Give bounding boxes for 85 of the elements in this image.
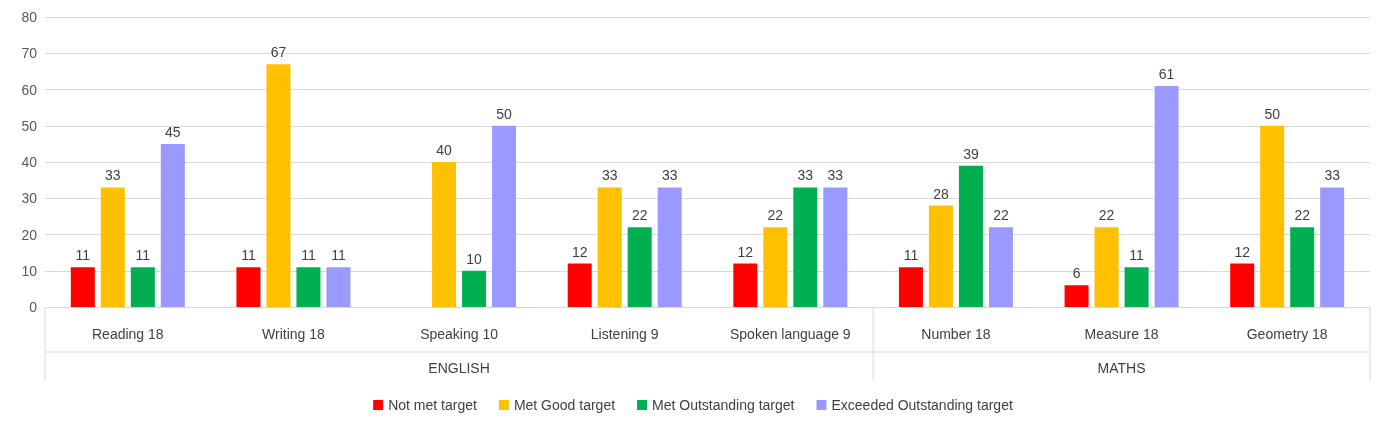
bar [657, 187, 682, 307]
bar [1290, 227, 1315, 307]
data-label: 6 [1072, 265, 1081, 282]
data-label: 28 [933, 185, 949, 202]
bar [793, 187, 818, 307]
bar [1124, 267, 1149, 307]
text: ENGLISH [428, 360, 490, 376]
bar [326, 267, 351, 307]
data-label: 22 [631, 207, 648, 224]
y-tick-label: 0 [29, 299, 38, 315]
y-tick-label: 50 [21, 117, 38, 134]
data-label: 33 [661, 167, 678, 184]
data-label: 22 [993, 207, 1009, 224]
text: MATHS [1097, 360, 1146, 376]
y-tick-label: 30 [21, 190, 38, 207]
x-tick-label: Listening 9 [590, 326, 659, 342]
bar [1064, 285, 1089, 307]
data-label: 33 [601, 167, 618, 184]
data-label: 33 [827, 167, 844, 184]
y-tick-label: 10 [21, 262, 38, 279]
bar [70, 267, 95, 307]
data-label: 11 [903, 247, 919, 264]
data-label: 11 [135, 247, 151, 264]
y-tick-label: 60 [21, 81, 38, 98]
bar [928, 205, 953, 307]
data-label: 11 [241, 247, 256, 264]
legend-label: Exceeded Outstanding target [831, 397, 1013, 413]
data-label: 33 [105, 167, 121, 184]
data-label: 22 [767, 207, 784, 224]
data-label: 33 [1324, 167, 1341, 184]
y-tick-label: 70 [21, 45, 38, 62]
data-label: 11 [331, 247, 346, 264]
data-label: 40 [436, 142, 453, 158]
data-label: 39 [963, 145, 979, 162]
bar [492, 125, 517, 307]
y-tick-label: 80 [21, 9, 38, 25]
x-tick-label: Writing 18 [262, 326, 326, 342]
legend-label: Met Outstanding target [652, 397, 795, 413]
x-tick-label: Geometry 18 [1246, 326, 1328, 342]
x-tick-label: Measure 18 [1084, 326, 1159, 342]
bar [236, 267, 261, 307]
data-label: 11 [1129, 247, 1145, 264]
bar [823, 187, 848, 307]
data-label: 22 [1294, 207, 1311, 224]
bar [296, 267, 321, 307]
bar [1154, 85, 1179, 307]
data-label: 12 [1234, 243, 1251, 260]
x-tick-label: Reading 18 [92, 326, 164, 342]
bar [160, 143, 185, 307]
bar [958, 165, 983, 307]
data-label: 33 [797, 167, 814, 184]
data-label: 61 [1158, 65, 1175, 82]
x-tick-label: Speaking 10 [420, 326, 499, 342]
bar [100, 187, 125, 307]
data-label: 10 [466, 250, 483, 267]
bar [1230, 263, 1255, 307]
bar [1320, 187, 1345, 307]
legend-label: Met Good target [513, 397, 616, 413]
y-tick-label: 40 [21, 154, 38, 170]
data-label: 67 [270, 44, 287, 61]
x-tick-label: Spoken language 9 [729, 326, 851, 342]
data-label: 11 [75, 247, 91, 264]
data-label: 11 [301, 247, 316, 264]
data-label: 12 [571, 243, 588, 260]
data-label: 50 [1264, 105, 1281, 122]
bar [763, 227, 788, 307]
bar [567, 263, 592, 307]
legend-label: Not met target [388, 397, 477, 413]
data-label: 45 [165, 123, 181, 140]
y-tick-label: 20 [21, 226, 38, 243]
bar [266, 64, 291, 307]
bar [733, 263, 758, 307]
data-label: 12 [737, 243, 754, 260]
bar [1260, 125, 1285, 307]
x-tick-label: Number 18 [921, 326, 991, 342]
bar [898, 267, 923, 307]
bar [627, 227, 652, 307]
bar [462, 270, 487, 307]
bar [988, 227, 1013, 307]
bar [432, 162, 457, 307]
data-label: 50 [496, 105, 513, 122]
bar [597, 187, 622, 307]
data-label: 22 [1098, 207, 1115, 224]
bar [1094, 227, 1119, 307]
bar [130, 267, 155, 307]
